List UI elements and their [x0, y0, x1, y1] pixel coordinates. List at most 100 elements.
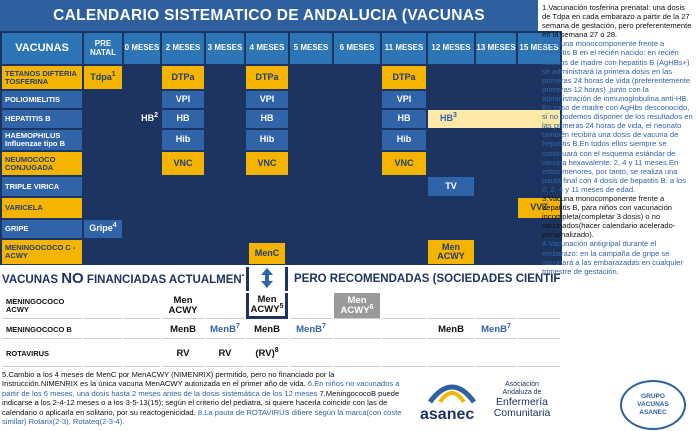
empty-cell [334, 341, 381, 368]
empty-cell [246, 177, 288, 196]
association-line: Andaluza de [502, 389, 542, 396]
cell-text: MenC [254, 247, 280, 258]
note: 3.Vacuna monocomponente frente a hepatit… [542, 193, 676, 240]
cell-text: DTPa [171, 71, 195, 82]
vaccine-label: TETANOS DIFTERIA TOSFERINA [2, 66, 82, 89]
cell-text: HB [176, 113, 190, 124]
dose: (RV)8 [246, 341, 289, 368]
cell-text: MenB [296, 323, 322, 335]
cell-sup: 4 [112, 222, 117, 230]
vaccine-label: MENINGOCOCO B [2, 321, 82, 340]
column-header: 12 MESES [428, 33, 474, 64]
empty-cell [124, 177, 160, 196]
cell-text: DTPa [392, 71, 416, 82]
title: CALENDARIO SISTEMATICO DE ANDALUCIA (VAC… [0, 0, 538, 56]
empty-cell [334, 198, 380, 218]
empty-cell [290, 341, 333, 368]
note: 8.La pauta de ROTAVIRUS difiere según la… [2, 407, 402, 427]
empty-cell [382, 177, 426, 196]
dose: MenB [246, 321, 289, 340]
empty-cell [290, 177, 332, 196]
arrow-shape [261, 268, 274, 288]
empty-cell [206, 91, 244, 108]
empty-cell [334, 220, 380, 238]
dose: HB3 [428, 110, 560, 128]
empty-cell [124, 130, 160, 150]
note: 6.En niños no vacunados a partir de los … [2, 379, 400, 398]
dose: DTPa [382, 66, 426, 89]
empty-cell [124, 321, 160, 340]
column-header: 2 MESES [162, 33, 204, 64]
dose: RV [206, 341, 245, 368]
empty-cell [84, 321, 122, 340]
association-line: Enfermería [496, 396, 548, 408]
cell-text: VPI [175, 93, 191, 104]
dose: Tdpa1 [84, 66, 122, 89]
banner-no: NO [61, 270, 84, 288]
cell-text: HB [397, 113, 411, 124]
cell-text: MenB [254, 323, 280, 335]
empty-cell [124, 240, 160, 264]
column-header: 13 MESES [476, 33, 516, 64]
dose: MenC [246, 240, 288, 264]
empty-cell [518, 177, 560, 196]
vaccine-row: GRIPE Gripe4 [2, 220, 560, 238]
empty-cell [476, 293, 517, 320]
empty-cell [476, 240, 516, 264]
cell-text: VVZ [530, 202, 548, 213]
empty-cell [84, 293, 122, 320]
arrow-cell [246, 267, 289, 292]
column-header: 5 MESES [290, 33, 332, 64]
empty-cell [124, 220, 160, 238]
note: 4.Vacunación antigripal durante el embar… [542, 239, 683, 276]
dose: DTPa [162, 66, 204, 89]
empty-cell [428, 341, 475, 368]
dose: VPI [382, 91, 426, 108]
vaccine-label: NEUMOCOCO CONJUGADA [2, 152, 82, 175]
cell-sup: 2 [154, 112, 158, 120]
empty-cell [518, 130, 560, 150]
cell-sup: 3 [453, 112, 457, 120]
column-header: 6 MESES [334, 33, 380, 64]
vaccine-label: MENINGOCOCO C - ACWY [2, 240, 82, 264]
cell-sup: 7 [507, 322, 511, 330]
empty-cell [428, 220, 474, 238]
empty-cell [518, 293, 561, 320]
vaccine-label: HAEMOPHILUS Influenzae tipo B [2, 130, 82, 150]
cell-sup: 8 [274, 346, 279, 354]
cell-sup: 7 [322, 322, 326, 330]
column-header: PRE NATAL [84, 33, 122, 64]
note: 2.Vacuna monocomponente frente a hepatit… [542, 39, 693, 194]
empty-cell [246, 198, 288, 218]
dose: DTPa [246, 66, 288, 89]
empty-cell [476, 198, 516, 218]
cell-text: DTPa [255, 71, 279, 82]
dose: MenB [428, 321, 475, 340]
vaccine-row: MENINGOCOCO ACWY Men ACWY Men ACWY5 Men ACW… [2, 293, 561, 320]
empty-cell [206, 177, 244, 196]
association-line: Asociación [505, 381, 539, 388]
cell-text: Hib [175, 134, 191, 145]
empty-cell [84, 91, 122, 108]
empty-cell [290, 198, 332, 218]
dose: MenB7 [206, 321, 245, 340]
column-header: 4 MESES [246, 33, 288, 64]
cell-text: VPI [396, 93, 412, 104]
dose: Men ACWY6 [334, 293, 381, 320]
cell-sup: 7 [235, 322, 240, 330]
empty-cell [290, 152, 332, 175]
cell-text: Men ACWY [340, 294, 370, 316]
dose: VNC [162, 152, 204, 175]
empty-cell [428, 130, 474, 150]
corner: VACUNAS [2, 33, 82, 64]
vaccine-row: HAEMOPHILUS Influenzae tipo B Hib Hib Hib [2, 130, 560, 150]
cell-text: VPI [259, 93, 275, 104]
empty-cell [518, 240, 560, 264]
empty-cell [518, 91, 560, 108]
vaccine-label: MENINGOCOCO ACWY [2, 293, 82, 320]
empty-cell [246, 220, 288, 238]
note: 1.Vacunación tosferina prenatal: una dos… [542, 3, 692, 40]
dose: VVZ [518, 198, 560, 218]
empty-cell [124, 293, 160, 320]
vaccine-label: POLIOMIELITIS [2, 91, 82, 108]
